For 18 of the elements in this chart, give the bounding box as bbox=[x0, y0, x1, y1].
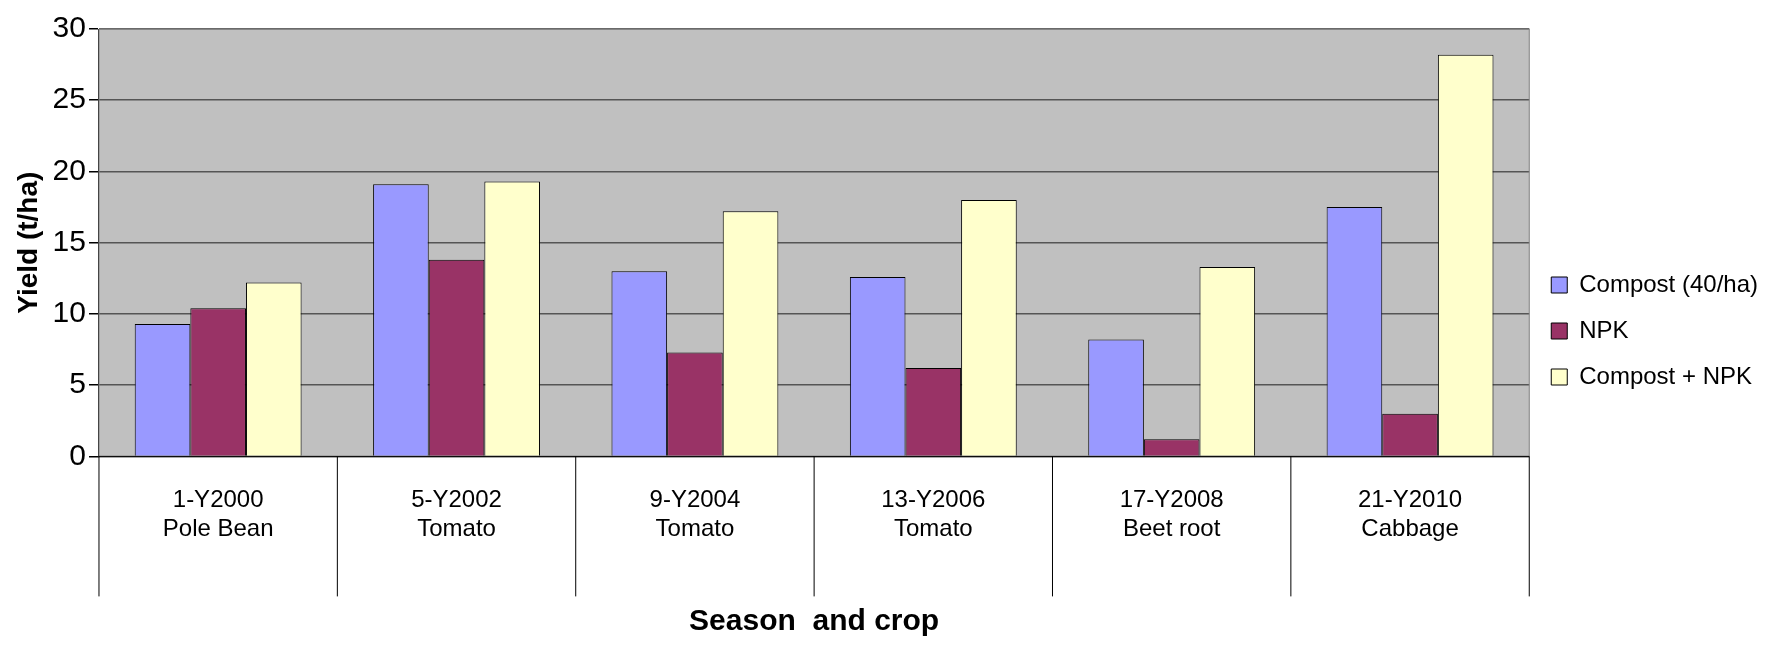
legend-label: Compost + NPK bbox=[1579, 361, 1752, 389]
y-tick-label: 30 bbox=[52, 10, 86, 44]
y-tick-label: 15 bbox=[52, 223, 86, 257]
x-tick-label: 5-Y2002 Tomato bbox=[411, 485, 502, 542]
x-tick-label: 17-Y2008 Beet root bbox=[1119, 485, 1224, 542]
y-tick-label: 0 bbox=[69, 437, 86, 471]
x-tick-label: 9-Y2004 Tomato bbox=[649, 485, 741, 542]
y-tick-label: 25 bbox=[52, 81, 86, 115]
y-tick-label: 20 bbox=[52, 152, 86, 186]
x-axis-title: Season and crop bbox=[689, 603, 940, 637]
y-tick-label: 10 bbox=[52, 295, 86, 329]
x-tick-label: 1-Y2000 Pole Bean bbox=[162, 485, 274, 542]
y-tick-label: 5 bbox=[69, 366, 86, 400]
y-axis-title: Yield (t/ha) bbox=[11, 171, 43, 314]
x-tick-label: 21-Y2010 Cabbage bbox=[1358, 485, 1463, 542]
legend-label: NPK bbox=[1579, 315, 1629, 343]
legend-label: Compost (40/ha) bbox=[1579, 269, 1758, 297]
x-tick-label: 13-Y2006 Tomato bbox=[881, 485, 986, 542]
